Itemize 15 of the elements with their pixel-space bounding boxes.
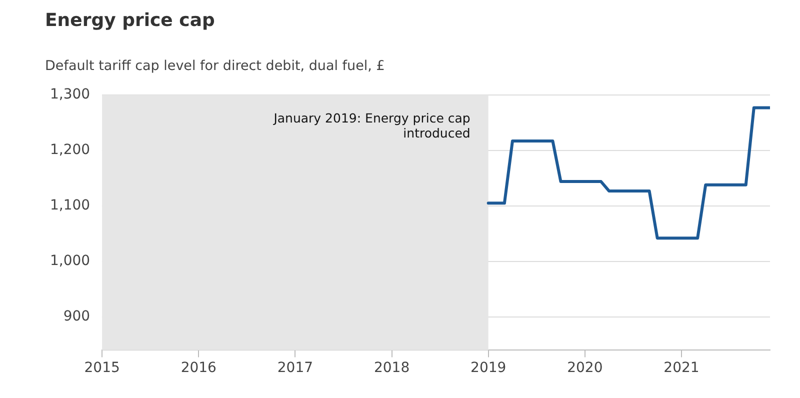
- y-tick-label: 1,000: [50, 253, 90, 270]
- chart-title: Energy price cap: [45, 10, 215, 31]
- band-label: January 2019: Energy price cap introduced: [272, 110, 470, 140]
- x-tick-label: 2021: [664, 360, 700, 376]
- chart-subtitle: Default tariff cap level for direct debit, dual fuel, £: [45, 58, 385, 74]
- y-tick-label: 1,200: [50, 142, 90, 158]
- y-tick-label: 900: [63, 308, 90, 325]
- x-tick-label: 2018: [374, 360, 410, 376]
- x-tick-label: 2015: [84, 360, 120, 376]
- x-tick-label: 2016: [180, 360, 217, 376]
- y-tick-label: 1,100: [50, 198, 90, 214]
- x-tick-label: 2020: [567, 360, 603, 376]
- y-tick-label: 1,300: [50, 86, 90, 103]
- x-tick-label: 2019: [470, 360, 506, 376]
- x-tick-label: 2017: [277, 360, 314, 376]
